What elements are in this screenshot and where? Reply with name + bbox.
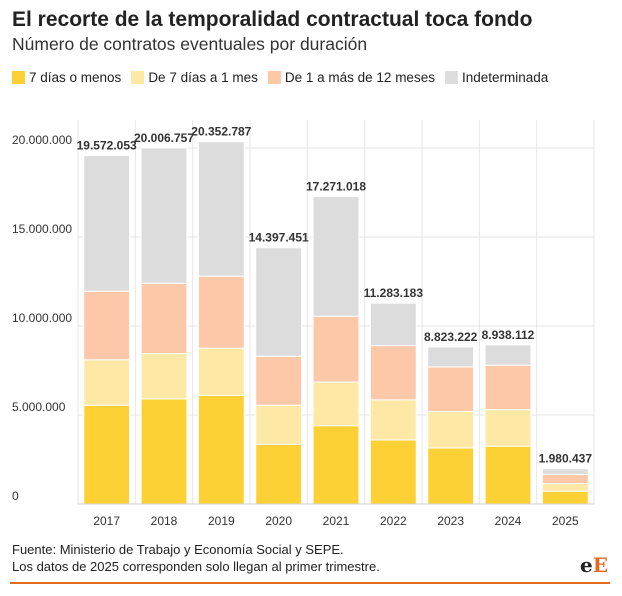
legend-label-indeterminada: Indeterminada xyxy=(461,70,549,85)
bar-segment xyxy=(427,366,475,412)
chart-title: El recorte de la temporalidad contractua… xyxy=(12,8,533,31)
data-note: Los datos de 2025 corresponden solo lleg… xyxy=(12,559,380,574)
bar-segment xyxy=(484,344,532,366)
bar-segment xyxy=(83,290,131,361)
x-tick-label: 2020 xyxy=(265,514,292,528)
bar-segment xyxy=(484,364,532,411)
legend-swatch-7-dias-1-mes xyxy=(131,71,145,84)
bar-total-label: 20.006.757 xyxy=(134,131,194,145)
legend-label-1-12-meses: De 1 a más de 12 meses xyxy=(284,70,435,85)
bar-segment xyxy=(369,345,417,401)
bar-segment xyxy=(255,247,303,357)
bar-segment xyxy=(312,196,360,317)
bar-segment xyxy=(312,381,360,427)
bar-total-label: 8.823.222 xyxy=(424,330,478,344)
bar-segment xyxy=(369,399,417,441)
bar-segment xyxy=(312,425,360,505)
bar-segment xyxy=(541,473,589,485)
bar-segment xyxy=(140,147,188,284)
x-tick-label: 2024 xyxy=(495,514,522,528)
bar-segment xyxy=(255,443,303,505)
bar-total-label: 20.352.787 xyxy=(191,125,251,139)
bar-segment xyxy=(140,353,188,400)
bar-total-label: 11.283.183 xyxy=(364,286,424,300)
legend-label-7-dias: 7 días o menos xyxy=(29,70,122,85)
logo-letter-e: e xyxy=(580,553,593,577)
bar-segment xyxy=(197,347,245,396)
bar-total-label: 1.980.437 xyxy=(539,452,593,466)
bar-segment xyxy=(484,445,532,505)
y-tick-label: 15.000.000 xyxy=(12,222,72,236)
x-tick-label: 2017 xyxy=(93,514,120,528)
bar-segment xyxy=(541,468,589,475)
y-tick-label: 0 xyxy=(12,489,19,503)
bar-segment xyxy=(427,410,475,449)
legend-item-7-dias-1-mes: De 7 días a 1 mes xyxy=(131,70,258,85)
bar-total-label: 14.397.451 xyxy=(249,231,309,245)
y-tick-label: 20.000.000 xyxy=(12,133,72,147)
bar-segment xyxy=(83,359,131,406)
y-tick-label: 5.000.000 xyxy=(12,400,66,414)
y-tick-label: 10.000.000 xyxy=(12,311,72,325)
bar-segment xyxy=(312,315,360,383)
bar-segment xyxy=(427,346,475,368)
chart-subtitle: Número de contratos eventuales por durac… xyxy=(12,34,368,54)
x-tick-label: 2023 xyxy=(437,514,464,528)
bar-total-label: 17.271.018 xyxy=(306,180,366,194)
logo-letter-E: E xyxy=(592,553,608,577)
x-tick-label: 2025 xyxy=(552,514,579,528)
bar-segment xyxy=(369,302,417,347)
legend-swatch-1-12-meses xyxy=(267,71,281,84)
bar-segment xyxy=(541,490,589,505)
bar-total-label: 19.572.053 xyxy=(77,139,137,153)
legend-swatch-indeterminada xyxy=(444,71,458,84)
bar-segment xyxy=(369,439,417,505)
x-tick-label: 2022 xyxy=(380,514,407,528)
bar-segment xyxy=(255,404,303,445)
bar-segment xyxy=(140,282,188,355)
bar-segment xyxy=(427,447,475,505)
legend-swatch-7-dias xyxy=(12,71,25,84)
bar-total-label: 8.938.112 xyxy=(482,328,535,342)
bar-segment xyxy=(255,355,303,406)
bar-segment xyxy=(197,141,245,277)
legend-label-7-dias-1-mes: De 7 días a 1 mes xyxy=(148,70,258,85)
x-tick-label: 2021 xyxy=(323,514,350,528)
x-tick-label: 2019 xyxy=(208,514,235,528)
source-note: Fuente: Ministerio de Trabajo y Economía… xyxy=(12,542,344,557)
bar-segment xyxy=(83,155,131,292)
legend-item-7-dias: 7 días o menos xyxy=(12,70,121,85)
stacked-bar-chart: 0 5.000.000 10.000.000 15.000.000 20.000.000… xyxy=(12,120,595,528)
bar-segment xyxy=(197,275,245,349)
bar-segment xyxy=(83,404,131,505)
legend-item-indeterminada: Indeterminada xyxy=(444,70,549,85)
x-tick-label: 2018 xyxy=(151,514,178,528)
bar-segment xyxy=(541,483,589,492)
legend: 7 días o menos De 7 días a 1 mes De 1 a … xyxy=(12,70,548,85)
footer-rule xyxy=(10,582,610,584)
brand-logo: eE xyxy=(580,553,608,577)
footer: Fuente: Ministerio de Trabajo y Economía… xyxy=(12,541,380,575)
bar-segment xyxy=(484,409,532,447)
legend-item-1-12-meses: De 1 a más de 12 meses xyxy=(267,70,435,85)
bar-segment xyxy=(140,398,188,505)
bar-segment xyxy=(197,394,245,505)
